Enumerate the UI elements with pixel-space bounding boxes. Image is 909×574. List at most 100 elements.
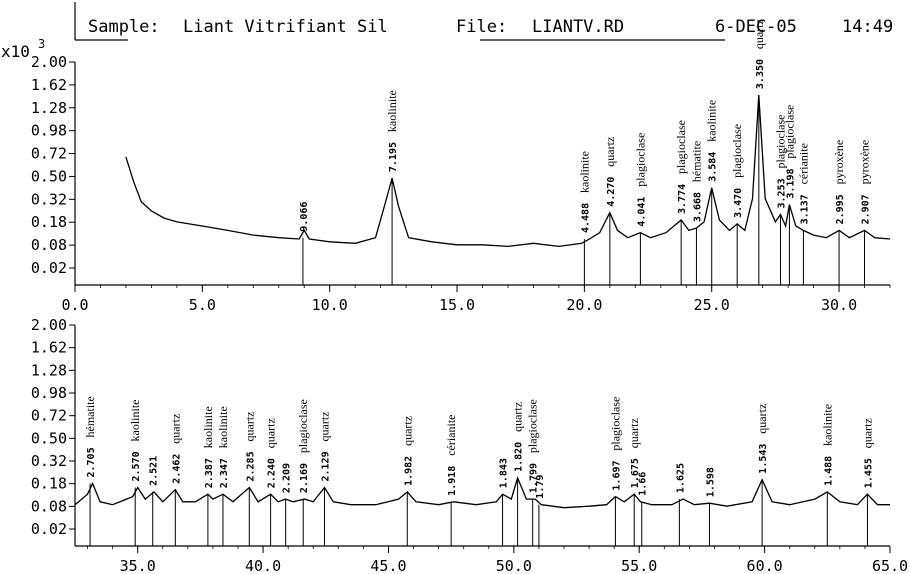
peak-mineral-label: quartz [318, 412, 332, 442]
peak-d-label: 2.521 [149, 456, 160, 486]
peak-d-label: 1.799 [529, 463, 540, 493]
peak-d-label: 1.488 [823, 456, 834, 486]
peak-d-label: 3.198 [785, 168, 796, 198]
peak-mineral-label: kaolinite [820, 404, 834, 446]
peak-d-label: 3.774 [677, 184, 688, 214]
header: Sample: Liant Vitrifiant Sil File: LIANT… [74, 2, 893, 41]
y-tick-label: 1.28 [31, 361, 67, 379]
x-tick-label: 30.0 [821, 296, 857, 314]
date-text: 6-DEC-05 [715, 17, 797, 37]
peak-mineral-label: kaolinite [577, 151, 591, 193]
peak-mineral-label: kaolinite [128, 400, 142, 442]
peak-mineral-label: quartz [511, 402, 525, 432]
x-tick-label: 55.0 [621, 557, 657, 574]
x-tick-label: 50.0 [496, 557, 532, 574]
file-value: LIANTV.RD [532, 17, 624, 37]
y-tick-label: 0.08 [31, 236, 67, 254]
x-tick-label: 25.0 [694, 296, 730, 314]
peak-d-label: 2.462 [171, 454, 182, 484]
diffraction-trace [74, 475, 890, 509]
peak-mineral-label: plagioclase [526, 399, 540, 453]
y-tick-label: 0.72 [31, 145, 67, 163]
peak-mineral-label: quartz [752, 19, 766, 49]
y-tick-label: 0.18 [31, 213, 67, 231]
peak-d-label: 3.253 [777, 178, 788, 208]
peak-mineral-label: kaolinite [705, 100, 719, 142]
x-tick-label: 40.0 [245, 557, 281, 574]
y-tick-label: 0.02 [31, 520, 67, 538]
peak-d-label: 1.625 [675, 463, 686, 493]
peak-d-label: 2.907 [861, 194, 872, 224]
y-tick-label: 0.72 [31, 407, 67, 425]
peak-mineral-label: kaolinite [385, 90, 399, 132]
y-tick-label: 2.00 [31, 316, 67, 334]
scale-multiplier: x10 [1, 42, 30, 61]
peak-d-label: 1.455 [863, 458, 874, 488]
peak-mineral-label: plagioclase [633, 133, 647, 187]
sample-label: Sample: [88, 17, 160, 37]
peak-mineral-label: quartz [627, 418, 641, 448]
peak-mineral-label: pyroxène [832, 140, 846, 185]
sample-value: Liant Vitrifiant Sil [183, 17, 388, 37]
peak-mineral-label: hématite [689, 141, 703, 182]
time-text: 14:49 [842, 17, 893, 37]
y-tick-label: 0.32 [31, 190, 67, 208]
y-tick-label: 0.50 [31, 167, 67, 185]
peak-d-label: 2.387 [204, 458, 215, 488]
x-tick-label: 5.0 [189, 296, 216, 314]
peak-mineral-label: plagioclase [730, 124, 744, 178]
top-panel: 2.001.621.280.980.720.500.320.180.080.02… [31, 19, 891, 314]
peak-mineral-label: plagioclase [774, 115, 788, 169]
peak-d-label: 2.240 [267, 458, 278, 488]
scale-label: x10 3 [1, 37, 45, 61]
peak-mineral-label: quartz [400, 416, 414, 446]
peak-d-label: 2.169 [299, 463, 310, 493]
scale-exponent: 3 [38, 37, 45, 51]
peak-d-label: 2.285 [245, 451, 256, 481]
peak-mineral-label: kaolinite [216, 406, 230, 448]
peak-mineral-label: quartz [242, 412, 256, 442]
peak-d-label: 1.598 [705, 467, 716, 497]
y-tick-label: 1.62 [31, 339, 67, 357]
peak-mineral-label: plagioclase [674, 120, 688, 174]
y-tick-label: 1.28 [31, 99, 67, 117]
peak-d-label: 1.918 [447, 466, 458, 496]
peak-d-label: 3.668 [692, 192, 703, 222]
peak-d-label: 3.470 [733, 188, 744, 218]
x-tick-label: 15.0 [439, 296, 475, 314]
peak-mineral-label: plagioclase [296, 399, 310, 453]
file-label: File: [456, 17, 507, 37]
peak-mineral-label: kaolinite [201, 406, 215, 448]
peak-d-label: 1.543 [758, 444, 769, 474]
peak-d-label: 3.584 [708, 152, 719, 182]
bottom-panel: 2.00 1.62 1.28 0.98 0.72 0.50 0.32 0.18 0.08 0.02… [31, 316, 908, 574]
y-tick-label: 0.32 [31, 452, 67, 470]
x-tick-label: 10.0 [312, 296, 348, 314]
peak-d-label: 3.137 [799, 194, 810, 224]
peak-mineral-label: plagioclase [782, 105, 796, 159]
peak-d-label: 7.195 [388, 142, 399, 172]
peak-d-label: 2.129 [321, 451, 332, 481]
peak-d-label: 4.041 [636, 197, 647, 227]
peak-d-label: 1.66 [638, 472, 649, 496]
peak-mineral-label: quartz [168, 414, 182, 444]
peak-d-label: 4.488 [580, 203, 591, 233]
peak-mineral-label: plagioclase [608, 397, 622, 451]
peak-d-label: 1.697 [611, 460, 622, 490]
diffraction-trace [125, 95, 891, 248]
peak-mineral-label: quartz [603, 137, 617, 167]
x-tick-label: 65.0 [872, 557, 908, 574]
peak-d-label: 2.347 [219, 458, 230, 488]
peak-d-label: 2.570 [131, 451, 142, 481]
peak-mineral-label: pyroxène [858, 140, 872, 185]
x-tick-label: 0.0 [61, 296, 88, 314]
peak-d-label: 2.995 [835, 194, 846, 224]
y-tick-label: 0.18 [31, 475, 67, 493]
peak-d-label: 1.675 [630, 458, 641, 488]
peak-mineral-label: cérianite [444, 414, 458, 455]
peak-mineral-label: cérianite [796, 143, 810, 184]
peak-d-label: 1.982 [403, 456, 414, 486]
peak-mineral-label: quartz [860, 418, 874, 448]
x-tick-label: 60.0 [747, 557, 783, 574]
